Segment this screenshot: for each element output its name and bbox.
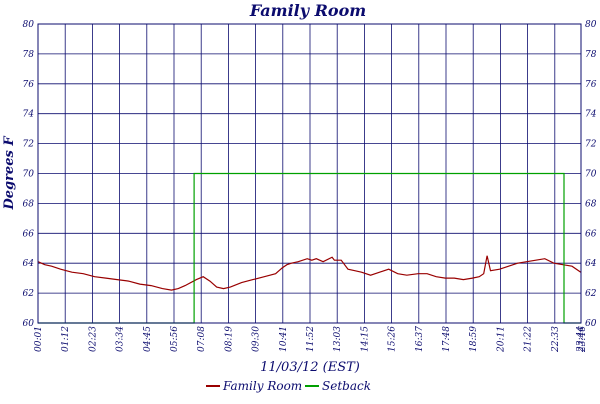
x-tick-label: 04:45 (143, 326, 153, 352)
y-tick-label-right: 72 (585, 140, 597, 150)
x-tick-label: 09:30 (252, 326, 262, 352)
y-tick-label-right: 80 (585, 20, 597, 30)
y-tick-label-right: 70 (585, 170, 597, 180)
x-tick-label: 13:03 (333, 326, 343, 352)
x-tick-label: 23:46 (578, 326, 588, 353)
legend-label: Family Room (222, 379, 302, 393)
x-tick-label: 01:12 (61, 326, 71, 352)
x-axis: 00:01 01:12 02:23 03:34 04:45 05:56 07:08 08:19… (34, 326, 588, 353)
y-tick-label-right: 78 (585, 50, 597, 60)
y-tick-label: 60 (23, 319, 35, 329)
plot-frame (37, 23, 582, 324)
x-axis-label: 11/03/12 (EST) (260, 360, 360, 375)
y-tick-label: 70 (23, 170, 35, 180)
y-tick-label: 76 (23, 80, 35, 90)
chart-title: Family Room (249, 1, 366, 20)
y-tick-label: 72 (23, 140, 35, 150)
y-tick-label: 64 (23, 259, 35, 269)
y-tick-label-right: 76 (585, 80, 597, 90)
x-tick-label: 02:23 (88, 326, 98, 352)
y-tick-label: 78 (23, 50, 35, 60)
y-tick-label-right: 74 (585, 110, 597, 120)
x-tick-label: 20:11 (496, 326, 506, 353)
x-tick-label: 10:41 (279, 326, 289, 352)
x-tick-label: 22:33 (551, 326, 561, 353)
y-tick-label-right: 64 (585, 259, 597, 269)
y-tick-label-right: 68 (585, 199, 597, 209)
x-tick-label: 11:52 (306, 326, 316, 352)
x-tick-label: 21:22 (524, 326, 534, 353)
x-tick-label: 15:26 (388, 326, 398, 352)
x-tick-label: 08:19 (224, 326, 234, 352)
y-tick-label: 62 (23, 289, 35, 299)
x-tick-label: 16:37 (415, 326, 425, 352)
y-axis-right: 60 62 64 66 68 70 72 74 76 78 80 (585, 20, 597, 329)
legend-label: Setback (322, 379, 371, 393)
y-tick-label: 68 (23, 199, 35, 209)
legend: Family Room Setback (206, 379, 371, 393)
y-axis-label: Degrees F (2, 136, 17, 211)
x-tick-label: 23:44 (576, 326, 586, 353)
y-tick-label: 66 (23, 229, 35, 239)
x-tick-label: 14:15 (360, 326, 370, 352)
x-tick-label: 17:48 (442, 326, 452, 352)
x-tick-label: 05:56 (170, 326, 180, 352)
x-tick-label: 03:34 (116, 326, 126, 352)
x-tick-label: 00:01 (34, 326, 44, 352)
x-tick-label: 07:08 (197, 326, 207, 352)
x-tick-label: 18:59 (469, 326, 479, 352)
y-tick-label: 74 (23, 110, 35, 120)
series-line-family-room (37, 255, 582, 291)
y-tick-label: 80 (23, 20, 35, 30)
y-tick-label-right: 62 (585, 289, 597, 299)
y-tick-label-right: 66 (585, 229, 597, 239)
y-axis-left: 60 62 64 66 68 70 72 74 76 78 80 (23, 20, 35, 329)
y-tick-label-right: 60 (585, 319, 597, 329)
